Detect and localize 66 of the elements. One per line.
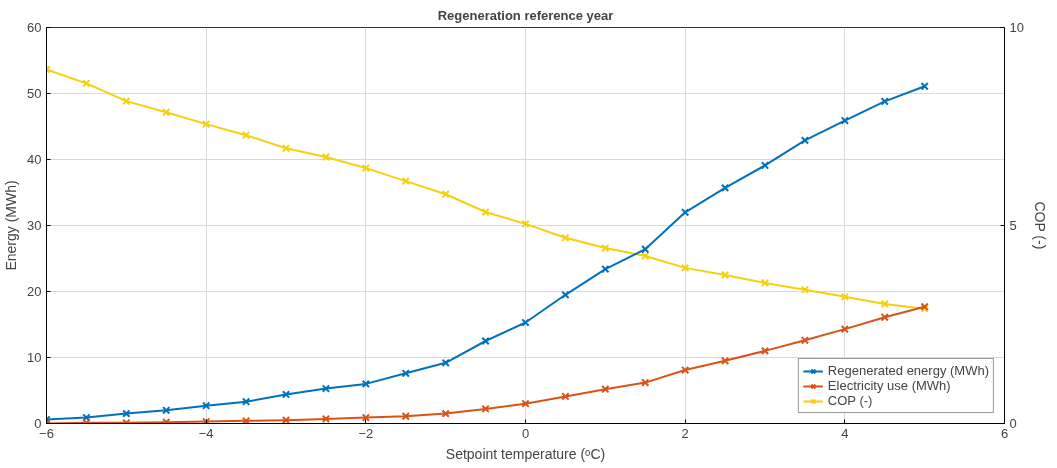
point (281, 144, 291, 153)
point (162, 406, 171, 415)
point (441, 358, 450, 367)
point (680, 263, 690, 273)
point (122, 409, 131, 418)
point (441, 409, 450, 418)
point (361, 379, 371, 389)
point (760, 278, 770, 288)
point (441, 190, 450, 199)
point (601, 243, 610, 253)
x-axis-title: Setpoint temperature (ᵒC) (445, 445, 606, 462)
x-tick-label: 6 (1000, 425, 1009, 441)
point (481, 404, 490, 414)
point (401, 176, 410, 186)
y2-tick-label: 10 (1009, 20, 1024, 35)
point (641, 378, 650, 387)
x-tick-label: 0 (521, 425, 530, 441)
point (361, 413, 371, 422)
point (481, 207, 490, 217)
point (321, 384, 331, 393)
point (720, 270, 730, 280)
point (201, 401, 211, 410)
point (321, 152, 331, 162)
point (321, 414, 331, 424)
point (840, 324, 850, 334)
point (641, 251, 650, 261)
point (760, 346, 770, 356)
point (601, 264, 610, 274)
y-tick-label: 40 (27, 152, 42, 167)
point (561, 233, 570, 242)
point (521, 318, 530, 327)
legend-label: COP (-) (827, 393, 873, 408)
x-tick-label: −2 (358, 425, 374, 441)
y-tick-label: 20 (27, 284, 42, 299)
y2-tick-label: 5 (1009, 218, 1017, 233)
point (82, 79, 91, 88)
point (82, 413, 91, 422)
point (880, 299, 889, 309)
point (720, 356, 730, 365)
y-tick-label: 60 (27, 20, 42, 35)
y2-axis-title: COP (-) (1031, 201, 1048, 250)
point (201, 119, 211, 129)
point (241, 131, 251, 140)
chart-title: Regeneration reference year (437, 7, 614, 23)
point (401, 369, 410, 378)
point (401, 412, 410, 421)
point (361, 163, 371, 173)
y-tick-label: 30 (27, 218, 42, 233)
y-axis-title: Energy (MWh) (3, 180, 20, 271)
point (281, 416, 291, 424)
legend-label: Electricity use (MWh) (827, 378, 951, 393)
point (561, 392, 570, 401)
point (880, 97, 889, 106)
y-tick-label: 50 (27, 86, 42, 101)
point (241, 416, 251, 424)
point (281, 390, 291, 399)
point (481, 336, 490, 346)
legend-label: Regenerated energy (MWh) (827, 363, 989, 378)
point (720, 183, 730, 193)
point (521, 399, 530, 408)
y-tick-label: 10 (27, 350, 42, 365)
point (241, 397, 251, 406)
x-tick-label: 2 (681, 425, 689, 441)
x-tick-label: 4 (841, 425, 849, 441)
x-tick-label: −4 (198, 425, 214, 441)
point (680, 365, 690, 375)
